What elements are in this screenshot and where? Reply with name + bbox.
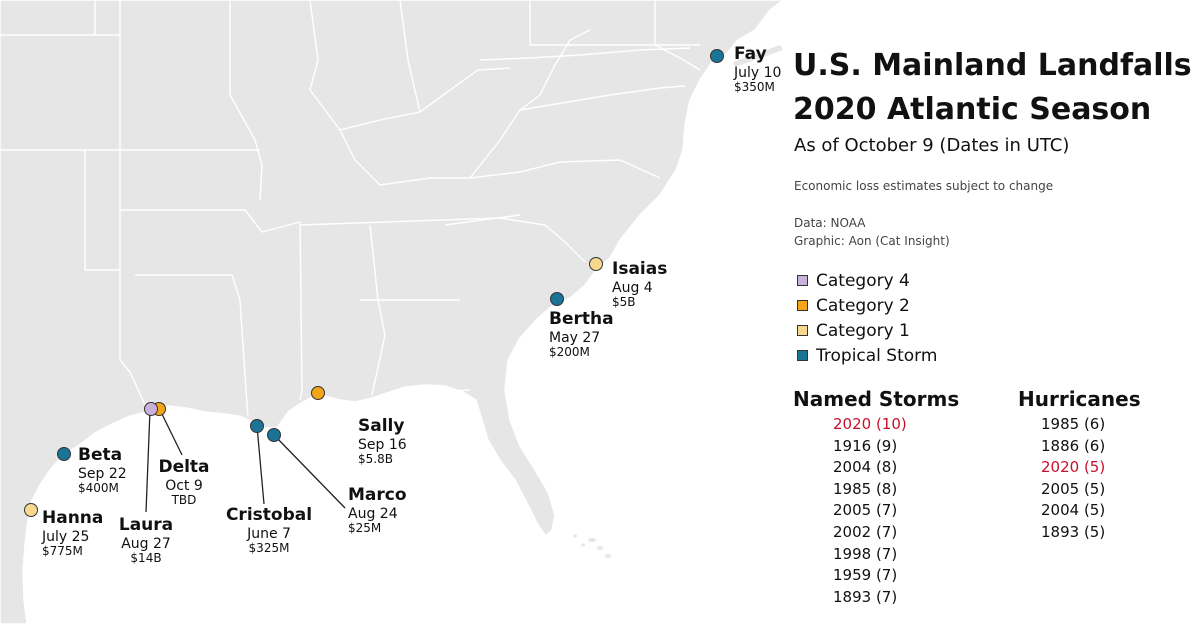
list-item: 1985 (8) — [833, 479, 898, 498]
legend-label: Category 2 — [816, 295, 910, 316]
graphic-source: Graphic: Aon (Cat Insight) — [794, 234, 950, 248]
marker-hanna — [24, 503, 38, 517]
storm-label-sally: Sally Sep 16 $5.8B — [358, 416, 407, 466]
list-item: 2020 (10) — [833, 415, 907, 433]
title-line-2: 2020 Atlantic Season — [793, 92, 1152, 127]
storm-loss: $325M — [248, 540, 290, 555]
leader-laura — [145, 409, 151, 513]
list-item: 1998 (7) — [833, 544, 898, 563]
storm-date: Aug 27 — [121, 535, 171, 552]
title-line-1: U.S. Mainland Landfalls — [793, 48, 1192, 83]
storm-name: Delta — [158, 457, 210, 477]
storm-label-marco: Marco Aug 24 $25M — [348, 485, 407, 535]
leader-lines — [145, 409, 346, 513]
list-item: 2002 (7) — [833, 522, 898, 541]
storm-date: June 7 — [247, 525, 291, 542]
marker-marco — [267, 428, 281, 442]
storm-label-cristobal: Cristobal June 7 $325M — [224, 505, 314, 555]
marker-fay — [710, 49, 724, 63]
storm-name: Hanna — [42, 508, 104, 528]
storm-loss: $5B — [612, 294, 636, 309]
leader-delta — [159, 409, 183, 456]
storm-name: Isaias — [612, 259, 668, 279]
storm-name: Fay — [734, 44, 767, 64]
storm-date: Aug 4 — [612, 279, 653, 296]
storm-label-laura: Laura Aug 27 $14B — [114, 515, 178, 565]
legend: Category 4 Category 2 Category 1 Tropica… — [797, 268, 937, 368]
marker-cristobal — [250, 419, 264, 433]
storm-loss: $350M — [734, 79, 775, 94]
storm-label-bertha: Bertha May 27 $200M — [549, 309, 614, 359]
storm-loss: $5.8B — [358, 451, 393, 466]
hurricanes-list: 1985 (6) 1886 (6) 2020 (5) 2005 (5) 2004… — [1041, 414, 1105, 544]
subtitle: As of October 9 (Dates in UTC) — [794, 135, 1070, 156]
named-storms-list: 2020 (10) 1916 (9) 2004 (8) 1985 (8) 200… — [833, 414, 907, 608]
storm-label-delta: Delta Oct 9 TBD — [155, 457, 213, 507]
marker-beta — [57, 447, 71, 461]
list-item: 1893 (5) — [1041, 522, 1106, 541]
landfall-markers — [24, 49, 724, 517]
storm-loss: $775M — [42, 543, 83, 558]
storm-loss: TBD — [171, 492, 197, 507]
storm-loss: $14B — [130, 550, 162, 565]
legend-item-category-2: Category 2 — [797, 293, 937, 318]
list-item: 2020 (5) — [1041, 458, 1106, 477]
storm-date: May 27 — [549, 329, 601, 346]
storm-name: Bertha — [549, 309, 614, 329]
list-item: 2004 (8) — [833, 458, 898, 477]
legend-label: Category 1 — [816, 320, 910, 341]
storm-label-isaias: Isaias Aug 4 $5B — [612, 259, 668, 309]
legend-swatch — [797, 350, 808, 361]
storm-label-beta: Beta Sep 22 $400M — [78, 445, 127, 495]
storm-loss: $25M — [348, 520, 382, 535]
storm-date: Sep 22 — [78, 465, 127, 482]
landfall-map — [0, 0, 785, 624]
storm-loss: $400M — [78, 480, 119, 495]
legend-swatch — [797, 325, 808, 336]
list-item: 1893 (7) — [833, 587, 898, 606]
list-item: 2005 (7) — [833, 501, 898, 520]
marker-laura — [144, 402, 158, 416]
list-item: 1985 (6) — [1041, 415, 1106, 433]
leader-marco — [273, 434, 346, 509]
list-item: 1886 (6) — [1041, 436, 1106, 455]
hurricanes-heading: Hurricanes — [1018, 387, 1141, 411]
legend-swatch — [797, 300, 808, 311]
storm-date: Oct 9 — [165, 477, 203, 494]
storm-name: Laura — [118, 515, 174, 535]
storm-date: Sep 16 — [358, 436, 407, 453]
legend-swatch — [797, 275, 808, 286]
list-item: 2005 (5) — [1041, 479, 1106, 498]
storm-name: Beta — [78, 445, 123, 465]
legend-item-category-4: Category 4 — [797, 268, 937, 293]
state-borders — [0, 0, 701, 418]
legend-item-tropical-storm: Tropical Storm — [797, 343, 937, 368]
list-item: 1916 (9) — [833, 436, 898, 455]
leader-cristobal — [256, 425, 265, 505]
storm-date: July 10 — [734, 64, 782, 81]
named-storms-heading: Named Storms — [793, 387, 960, 411]
marker-bertha — [550, 292, 564, 306]
storm-label-fay: Fay July 10 $350M — [734, 44, 782, 94]
marker-sally — [311, 386, 325, 400]
list-item: 2004 (5) — [1041, 501, 1106, 520]
storm-date: July 25 — [42, 528, 90, 545]
storm-name: Cristobal — [225, 505, 313, 525]
storm-label-hanna: Hanna July 25 $775M — [42, 508, 104, 558]
storm-date: Aug 24 — [348, 505, 398, 522]
storm-loss: $200M — [549, 344, 590, 359]
list-item: 1959 (7) — [833, 566, 898, 585]
storm-name: Marco — [348, 485, 407, 505]
marker-isaias — [589, 257, 603, 271]
loss-note: Economic loss estimates subject to chang… — [794, 179, 1054, 193]
legend-label: Category 4 — [816, 270, 910, 291]
data-source: Data: NOAA — [794, 216, 866, 230]
coastal-islands — [573, 45, 783, 558]
us-landmass — [0, 0, 785, 624]
storm-name: Sally — [358, 416, 405, 436]
legend-item-category-1: Category 1 — [797, 318, 937, 343]
legend-label: Tropical Storm — [816, 345, 938, 366]
